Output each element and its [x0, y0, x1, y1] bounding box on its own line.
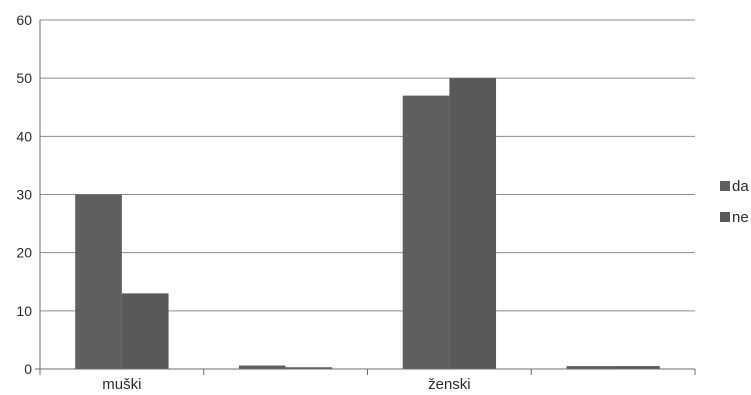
bar-ne [121, 293, 169, 369]
bar-series [75, 78, 660, 370]
y-tick-label: 40 [16, 128, 32, 144]
y-tick-label: 20 [16, 245, 32, 261]
legend-label-da: da [732, 178, 749, 195]
legend-swatch-ne [720, 212, 730, 222]
bar-da [238, 365, 286, 369]
y-tick-label: 50 [16, 70, 32, 86]
y-tick-label: 10 [16, 303, 32, 319]
gridlines [40, 19, 695, 312]
legend: da ne [720, 178, 749, 226]
x-axis-category-labels: muški ženski [102, 376, 470, 393]
legend-swatch-da [720, 181, 730, 191]
bar-ne [449, 78, 497, 370]
y-axis-tick-labels: 0 10 20 30 40 50 60 [16, 12, 32, 377]
y-tick-label: 0 [24, 361, 32, 377]
category-label: ženski [428, 376, 471, 393]
category-label: muški [102, 376, 141, 393]
axes [35, 20, 696, 375]
legend-label-ne: ne [732, 209, 749, 226]
bar-ne [285, 367, 333, 369]
bar-da [402, 95, 450, 369]
y-tick-label: 60 [16, 12, 32, 28]
y-tick-label: 30 [16, 187, 32, 203]
bar-da [75, 194, 122, 369]
bar-da [566, 366, 614, 369]
bar-ne [613, 366, 660, 369]
